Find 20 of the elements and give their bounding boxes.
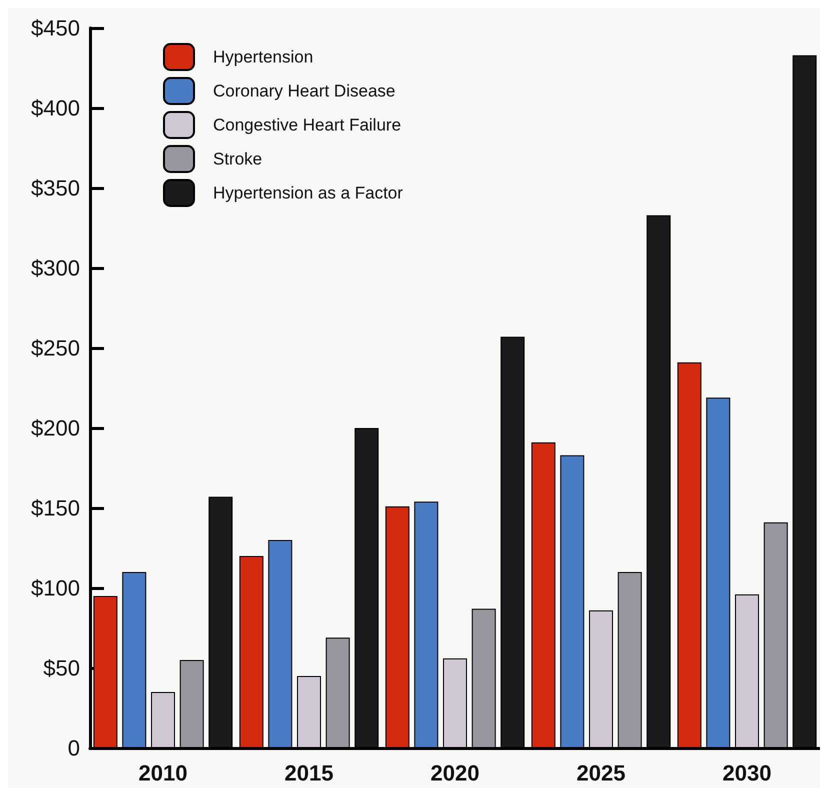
y-tick-label: 0 [68, 736, 80, 760]
legend-label: Hypertension as a Factor [213, 184, 404, 202]
x-tick-label: 2025 [576, 760, 626, 786]
y-tick-label: $200 [31, 416, 80, 440]
y-tick-label: $300 [31, 256, 80, 280]
x-tick-label: 2010 [138, 760, 188, 786]
y-tick-label: $100 [31, 576, 80, 600]
y-tick-label: $450 [31, 16, 80, 40]
legend-label: Congestive Heart Failure [213, 116, 402, 134]
x-tick-label: 2015 [284, 760, 334, 786]
y-tick-label: $350 [31, 176, 80, 200]
y-tick-label: $250 [31, 336, 80, 360]
legend-label: Hypertension [213, 48, 314, 66]
legend-label: Stroke [213, 150, 262, 168]
legend-label: Coronary Heart Disease [213, 82, 396, 100]
x-tick-label: 2030 [722, 760, 772, 786]
y-tick-label: $50 [43, 656, 80, 680]
y-tick-label: $400 [31, 96, 80, 120]
x-tick-label: 2020 [430, 760, 480, 786]
y-tick-label: $150 [31, 496, 80, 520]
